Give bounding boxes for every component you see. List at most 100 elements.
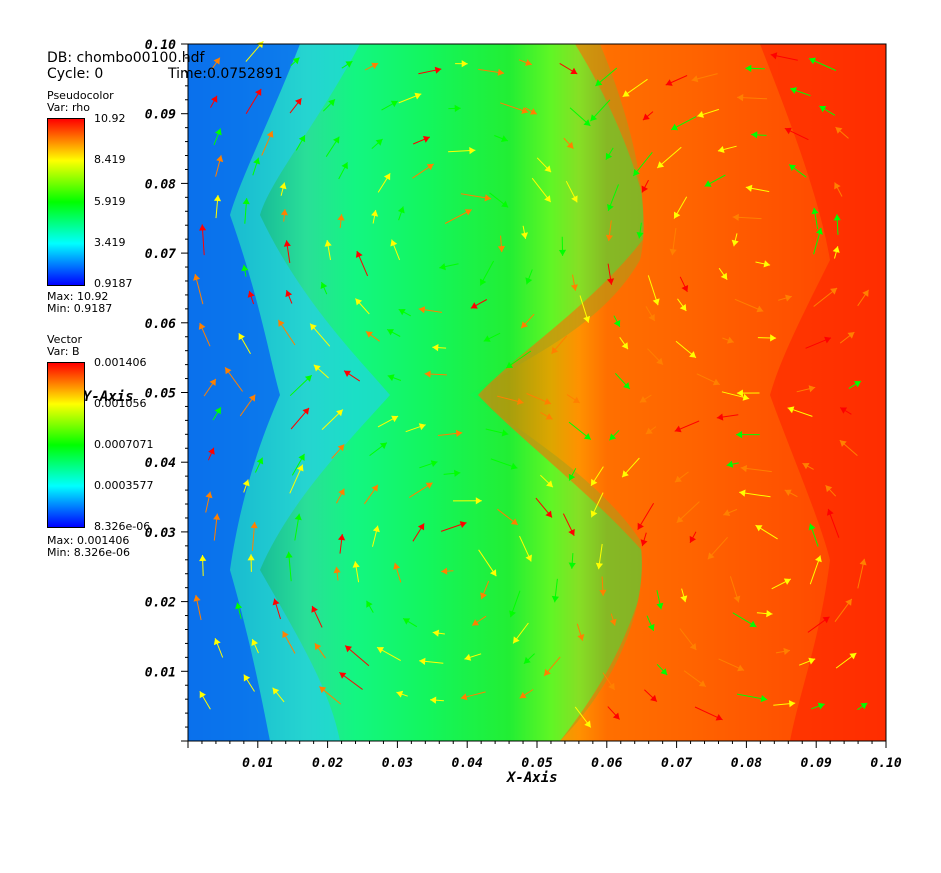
vector-arrow-head xyxy=(568,473,576,481)
vector-arrow-head xyxy=(272,598,280,606)
vector-arrow-head xyxy=(253,157,261,165)
vector-arrow-head xyxy=(391,415,399,423)
vector-arrow-head xyxy=(432,629,440,637)
vector-arrow-head xyxy=(566,141,574,149)
vector-arrow-head xyxy=(424,370,431,378)
y-tick-label: 0.07 xyxy=(145,247,176,262)
vector-arrow-head xyxy=(739,489,746,497)
density-front-green xyxy=(188,44,644,741)
vector-arrow-head xyxy=(845,598,852,606)
vector-arrow-head xyxy=(216,155,224,163)
vector-arrow-head xyxy=(398,309,406,316)
vector-arrow-head xyxy=(501,200,509,208)
vector-arrow-head xyxy=(839,440,847,447)
vector-arrow-head xyxy=(849,653,857,660)
vector-arrow-head xyxy=(513,636,520,644)
pseudocolor-colorbar xyxy=(47,118,85,286)
vector-arrow-head xyxy=(430,696,437,704)
vector-arrow-head xyxy=(250,522,258,529)
vector-arrow-head xyxy=(193,595,201,602)
vector-arrow-head xyxy=(464,209,472,216)
vector-arrow-head xyxy=(455,429,463,437)
vector-arrow-head xyxy=(419,657,426,665)
vector-arrow-head xyxy=(763,260,771,268)
vector-arrow-head xyxy=(544,398,551,405)
vector-arrow-head xyxy=(613,319,621,327)
vector-arrow-head xyxy=(544,165,552,173)
x-tick-label: 0.03 xyxy=(382,756,413,771)
vector-arrow-head xyxy=(612,712,620,720)
x-tick-label: 0.06 xyxy=(591,756,622,771)
vector-arrow-head xyxy=(469,147,476,155)
vector-arrow-head xyxy=(490,569,497,577)
vector-arrow-head xyxy=(689,535,696,543)
vector-arrow-head xyxy=(650,694,657,702)
vector-arrow-head xyxy=(607,278,615,285)
vector-arrow-head xyxy=(280,209,288,216)
vector-arrow-head xyxy=(211,95,218,103)
vector-arrow-head xyxy=(506,361,514,369)
vector-arrow-head xyxy=(822,616,830,624)
vector-arrow-head xyxy=(355,298,363,306)
vector-arrow-head xyxy=(636,232,644,239)
vector-arrow-head xyxy=(717,146,725,153)
vector-arrow-head xyxy=(766,610,773,618)
vector-arrow-head xyxy=(460,693,468,701)
vector-arrow-head xyxy=(689,351,696,358)
vector-arrow-head xyxy=(607,204,614,211)
vector-arrow-head xyxy=(298,453,305,461)
vector-arrow-head xyxy=(459,521,467,528)
vector-arrow-head xyxy=(418,306,426,314)
y-tick-label: 0.10 xyxy=(145,38,176,53)
vector-arrow-head xyxy=(294,513,302,521)
vector-arrow-head xyxy=(282,631,289,639)
vector-arrow-head xyxy=(736,431,743,439)
y-tick-label: 0.02 xyxy=(145,596,176,611)
vector-arrow-head xyxy=(529,108,537,115)
x-tick-label: 0.09 xyxy=(801,756,832,771)
vector-arrow-head xyxy=(417,523,425,531)
vector-arrow-head xyxy=(510,518,518,525)
vector-arrow-head xyxy=(825,485,833,493)
vector-arrow-head xyxy=(333,566,341,574)
vector-arrow-head xyxy=(371,62,379,70)
vector-arrow-head xyxy=(731,239,739,247)
vector-arrow-head xyxy=(525,277,533,285)
vector-arrow-head xyxy=(809,57,816,65)
vector-arrow-head xyxy=(470,302,478,309)
vector-arrow-head xyxy=(732,213,739,221)
vector-arrow-head xyxy=(397,206,405,214)
vector-arrow-head xyxy=(422,136,430,143)
pseudocolor-tick: 8.419 xyxy=(94,153,126,166)
vector-arrow-head xyxy=(214,407,221,415)
vector-arrow-head xyxy=(242,198,250,205)
vector-arrow-head xyxy=(546,480,553,488)
vector-arrow-head xyxy=(519,691,527,699)
y-tick-label: 0.06 xyxy=(145,317,176,332)
density-front-cyan xyxy=(188,44,390,741)
vector-arrow-head xyxy=(344,370,351,377)
vector-arrow-head xyxy=(339,672,347,679)
vector-arrow-head xyxy=(497,245,505,253)
vector-arrow-head xyxy=(558,249,567,256)
vector-arrow-head xyxy=(311,605,318,613)
vector-arrow-head xyxy=(745,64,752,72)
vector-arrow-head xyxy=(338,488,345,496)
x-tick-label: 0.04 xyxy=(452,756,483,771)
vector-arrow-head xyxy=(854,381,861,388)
vector-arrow-head xyxy=(622,90,630,97)
vector-arrow-head xyxy=(756,305,764,313)
vector-arrow-head xyxy=(808,385,816,393)
vector-arrow-head xyxy=(366,600,373,608)
vector-arrow-head xyxy=(279,182,287,190)
vector-arrow-head xyxy=(213,195,222,202)
pseudocolor-legend-var: Var: rho xyxy=(47,101,90,114)
vector-arrow-head xyxy=(484,194,492,202)
vector-arrow-head xyxy=(760,695,768,703)
vector-arrow-head xyxy=(584,720,591,728)
vector-arrow-head xyxy=(324,240,332,247)
vector-arrow-head xyxy=(225,367,232,375)
vector-arrow-head xyxy=(605,152,613,160)
vector-arrow-head xyxy=(641,185,648,193)
vector-legend-title: Vector xyxy=(47,333,83,346)
